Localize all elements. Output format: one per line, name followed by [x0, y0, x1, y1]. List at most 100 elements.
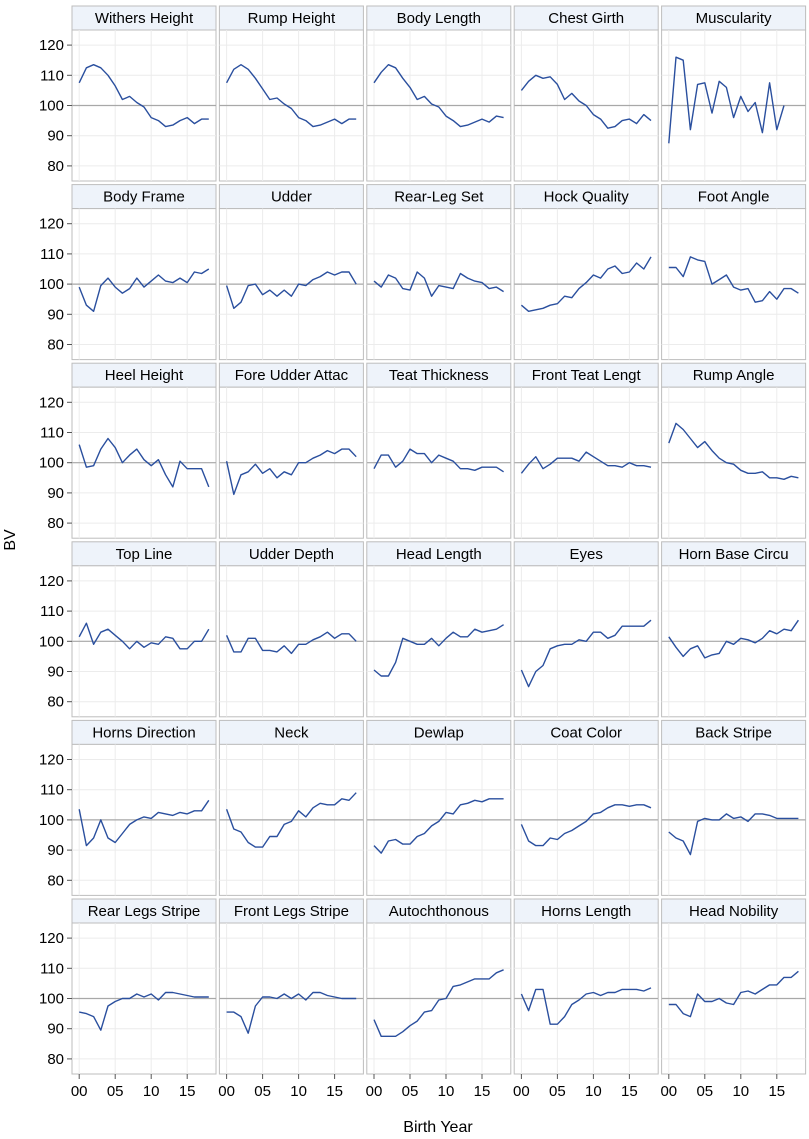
x-tick-label: 10: [585, 1083, 602, 1100]
panel-header: [218, 5, 364, 31]
panel-title: Top Line: [116, 546, 173, 563]
panel-header: [218, 719, 364, 745]
panel-header: [513, 898, 659, 924]
series-line: [78, 437, 210, 488]
panel-title: Rump Height: [248, 10, 336, 27]
series-line: [373, 624, 504, 677]
x-tick-label: 15: [621, 1083, 638, 1100]
panel-header: [661, 5, 807, 31]
x-axis-title: Birth Year: [403, 1119, 473, 1136]
y-tick-label: 100: [39, 276, 64, 293]
panel-header: [513, 541, 659, 567]
x-tick-label: 05: [402, 1083, 419, 1100]
panel-header: [218, 184, 364, 210]
panel: Rear-Leg Set: [366, 184, 512, 361]
y-tick-label: 120: [39, 394, 64, 411]
panel: Heel Height: [71, 362, 217, 539]
series-line: [520, 451, 652, 474]
panel-title: Coat Color: [550, 724, 622, 741]
x-tick-label: 10: [438, 1083, 455, 1100]
series-line: [520, 619, 652, 688]
series-line: [226, 991, 357, 1034]
series-line: [78, 268, 210, 312]
panel-header: [366, 5, 512, 31]
y-tick-label: 90: [47, 485, 64, 502]
panel: Fore Udder Attac: [218, 362, 364, 539]
y-tick-label: 120: [39, 216, 64, 233]
y-tick-label: 110: [40, 425, 64, 442]
y-tick-label: 80: [47, 158, 64, 175]
y-tick-label: 110: [40, 782, 64, 799]
panel: Muscularity: [661, 5, 807, 182]
y-tick-label: 90: [47, 664, 64, 681]
panel: Udder: [218, 184, 364, 361]
panel: Autochthonous: [366, 898, 512, 1075]
panel-title: Neck: [274, 724, 309, 741]
series-line: [668, 619, 799, 659]
panel-title: Fore Udder Attac: [235, 367, 349, 384]
y-tick-label: 110: [40, 246, 64, 263]
x-tick-label: 15: [474, 1083, 491, 1100]
panel: Top Line: [71, 541, 217, 718]
panel-title: Rear-Leg Set: [394, 189, 484, 206]
panel-title: Front Legs Stripe: [234, 903, 349, 920]
panel: Withers Height: [71, 5, 217, 182]
panel: Rump Angle: [661, 362, 807, 539]
y-tick-label: 100: [39, 812, 64, 829]
x-axis: 00 05 10 15 00 05 10 15 00 05 10 15 00 05 10 15 00 05 10 15: [71, 1074, 785, 1100]
y-tick-label: 100: [39, 633, 64, 650]
series-line: [78, 622, 210, 650]
panel-header: [661, 898, 807, 924]
series-line: [225, 271, 357, 309]
panel-header: [661, 362, 807, 388]
panel-title: Udder Depth: [249, 546, 334, 563]
panel: Foot Angle: [661, 184, 807, 361]
panel: Eyes: [513, 541, 659, 718]
panel-title: Back Stripe: [695, 724, 772, 741]
panel-header: [513, 5, 659, 31]
y-tick-label: 80: [47, 337, 64, 354]
y-tick-label: 90: [47, 306, 64, 323]
y-tick-label: 100: [39, 991, 64, 1008]
panel: Front Teat Lengt: [513, 362, 659, 539]
x-tick-label: 10: [290, 1083, 307, 1100]
panel: Horn Base Circu: [661, 541, 807, 718]
panel: Coat Color: [513, 719, 659, 896]
x-tick-label: 10: [143, 1083, 160, 1100]
panel-header: [71, 5, 217, 31]
x-tick-label: 15: [179, 1083, 196, 1100]
series-line: [668, 813, 799, 856]
x-tick-label: 00: [366, 1083, 383, 1100]
panel-title: Chest Girth: [548, 10, 624, 27]
panel: Head Nobility: [661, 898, 807, 1075]
panel: Front Legs Stripe: [218, 898, 364, 1075]
panel: Chest Girth: [513, 5, 659, 182]
panel-title: Head Nobility: [689, 903, 779, 920]
series-line: [225, 792, 357, 848]
x-tick-label: 05: [254, 1083, 271, 1100]
x-tick-label: 10: [732, 1083, 749, 1100]
panel: Body Frame: [71, 184, 217, 361]
series-line: [668, 422, 799, 480]
y-axis-title: BV: [2, 529, 19, 551]
series-line: [373, 798, 504, 854]
panel: Dewlap: [366, 719, 512, 896]
panel-grid: Withers Height Rump Height Body Length Ches…: [71, 5, 807, 1075]
x-tick-label: 00: [218, 1083, 235, 1100]
panel: Head Length: [366, 541, 512, 718]
series-line: [225, 631, 357, 655]
y-axis: 80 90 100 110 120 80 90 100 110 120 80 90 100 110 120 8…: [39, 37, 72, 1068]
y-tick-label: 100: [39, 455, 64, 472]
y-tick-label: 80: [47, 515, 64, 532]
x-tick-label: 00: [71, 1083, 88, 1100]
panel-title: Eyes: [570, 546, 603, 563]
series-line: [373, 448, 504, 473]
series-line: [373, 63, 504, 128]
panel-title: Withers Height: [95, 10, 194, 27]
series-line: [668, 56, 785, 144]
series-line: [373, 271, 504, 297]
series-line: [79, 991, 209, 1031]
panel-title: Rear Legs Stripe: [88, 903, 201, 920]
panel-header: [218, 898, 364, 924]
y-tick-label: 110: [40, 960, 64, 977]
